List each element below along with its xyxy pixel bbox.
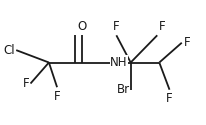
Text: NH: NH [110,56,127,69]
Text: F: F [183,36,190,49]
Text: F: F [159,20,165,33]
Text: O: O [77,20,86,33]
Text: F: F [165,92,172,105]
Text: Br: Br [116,83,129,96]
Text: F: F [54,90,60,103]
Text: Cl: Cl [4,44,15,57]
Text: F: F [23,77,29,90]
Text: F: F [112,20,119,33]
